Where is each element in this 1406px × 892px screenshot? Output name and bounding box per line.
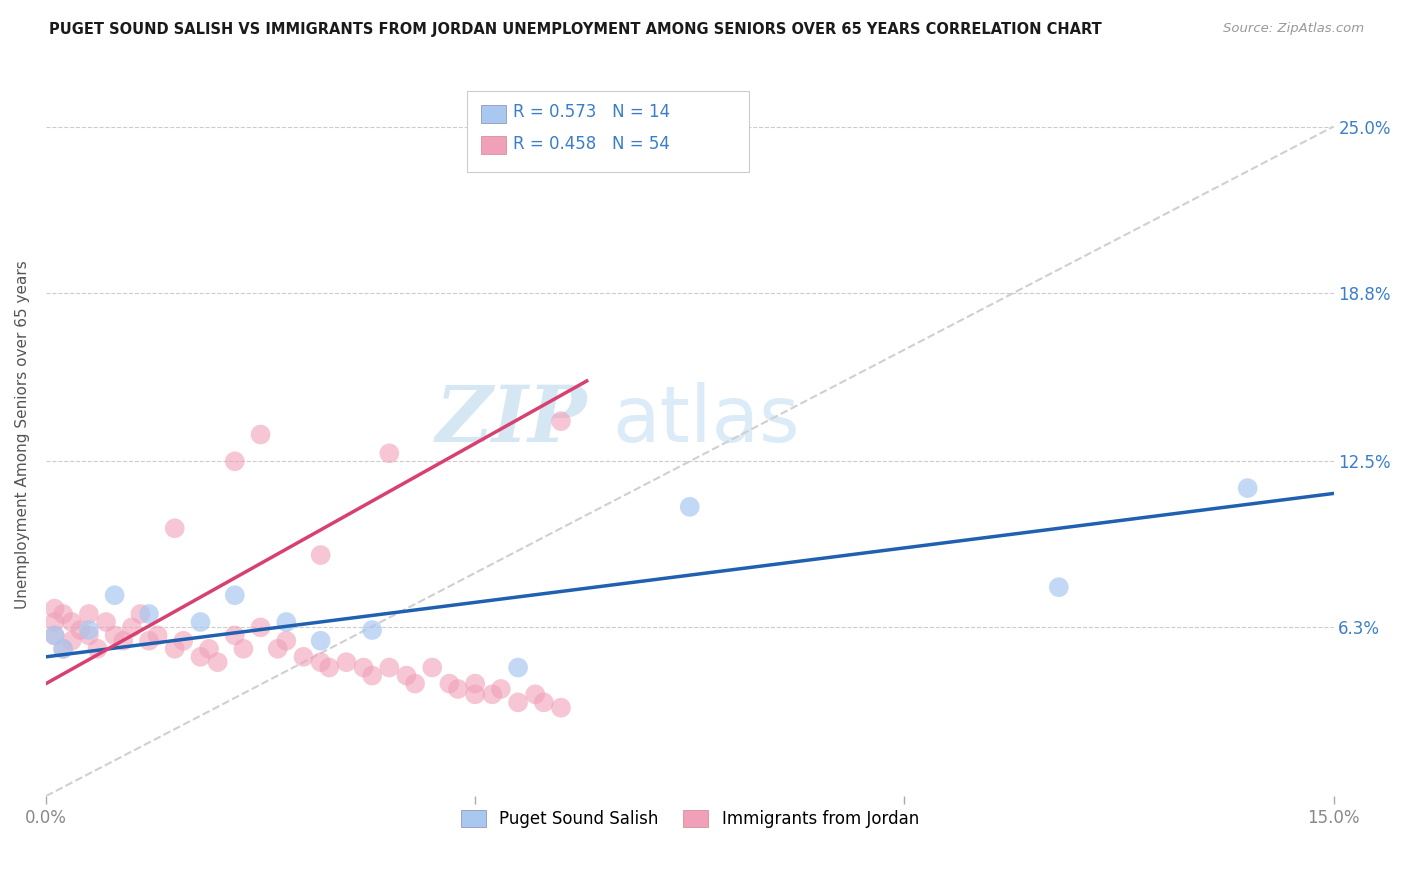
Point	[232, 641, 254, 656]
Point	[524, 687, 547, 701]
Point	[309, 655, 332, 669]
Point	[550, 414, 572, 428]
Point	[447, 681, 470, 696]
Point	[60, 615, 83, 629]
Point	[335, 655, 357, 669]
Point	[44, 628, 66, 642]
Point	[190, 649, 212, 664]
Point	[318, 660, 340, 674]
Point	[533, 695, 555, 709]
Point	[276, 633, 298, 648]
Point	[172, 633, 194, 648]
Point	[489, 681, 512, 696]
Point	[77, 607, 100, 621]
Point	[44, 615, 66, 629]
Point	[138, 607, 160, 621]
Point	[129, 607, 152, 621]
Point	[550, 700, 572, 714]
Point	[44, 628, 66, 642]
Text: R = 0.573   N = 14: R = 0.573 N = 14	[513, 103, 671, 121]
Point	[190, 615, 212, 629]
Point	[1236, 481, 1258, 495]
Text: PUGET SOUND SALISH VS IMMIGRANTS FROM JORDAN UNEMPLOYMENT AMONG SENIORS OVER 65 : PUGET SOUND SALISH VS IMMIGRANTS FROM JO…	[49, 22, 1102, 37]
Point	[224, 588, 246, 602]
Point	[163, 641, 186, 656]
Point	[249, 427, 271, 442]
Point	[276, 615, 298, 629]
Point	[378, 446, 401, 460]
Point	[249, 620, 271, 634]
Point	[361, 668, 384, 682]
Point	[361, 623, 384, 637]
Point	[163, 521, 186, 535]
Point	[404, 676, 426, 690]
Point	[267, 641, 290, 656]
Point	[52, 607, 75, 621]
Text: R = 0.458   N = 54: R = 0.458 N = 54	[513, 135, 671, 153]
Y-axis label: Unemployment Among Seniors over 65 years: Unemployment Among Seniors over 65 years	[15, 260, 30, 609]
Point	[52, 641, 75, 656]
Text: ZIP: ZIP	[434, 382, 586, 458]
Point	[52, 641, 75, 656]
Point	[506, 695, 529, 709]
Point	[464, 687, 486, 701]
Point	[420, 660, 443, 674]
Point	[439, 676, 461, 690]
Legend: Puget Sound Salish, Immigrants from Jordan: Puget Sound Salish, Immigrants from Jord…	[454, 804, 925, 835]
Point	[309, 548, 332, 562]
Point	[1047, 580, 1070, 594]
Point	[77, 623, 100, 637]
Point	[224, 628, 246, 642]
Point	[198, 641, 221, 656]
Text: atlas: atlas	[613, 382, 800, 458]
Point	[146, 628, 169, 642]
Point	[378, 660, 401, 674]
Point	[395, 668, 418, 682]
Point	[104, 628, 127, 642]
Point	[44, 601, 66, 615]
Point	[121, 620, 143, 634]
Point	[77, 628, 100, 642]
Point	[464, 676, 486, 690]
Point	[86, 641, 108, 656]
Point	[104, 588, 127, 602]
Point	[353, 660, 375, 674]
Point	[309, 633, 332, 648]
Point	[292, 649, 315, 664]
Point	[60, 633, 83, 648]
Point	[224, 454, 246, 468]
Point	[94, 615, 117, 629]
Text: Source: ZipAtlas.com: Source: ZipAtlas.com	[1223, 22, 1364, 36]
Point	[506, 660, 529, 674]
Point	[679, 500, 702, 514]
Point	[112, 633, 135, 648]
Point	[207, 655, 229, 669]
Point	[138, 633, 160, 648]
Point	[481, 687, 503, 701]
Point	[69, 623, 91, 637]
